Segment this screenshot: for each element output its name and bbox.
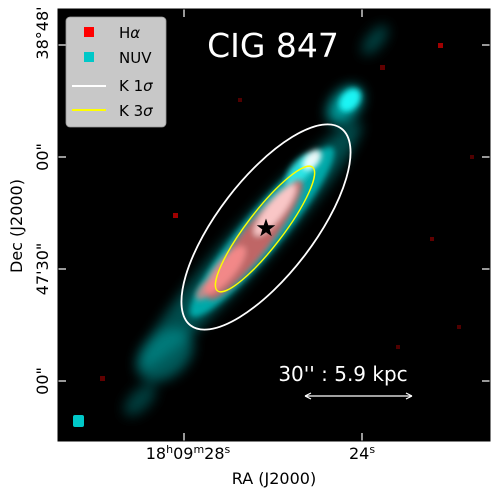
legend-box <box>65 16 167 128</box>
legend-item-nuv: NUV <box>84 49 152 67</box>
galaxy-image: 30'' : 5.9 kpc CIG 847 <box>73 25 474 427</box>
k-3sigma-contour <box>214 165 316 293</box>
halpha-emission <box>196 149 322 300</box>
legend-item-k3sigma: K 3σ <box>72 102 153 120</box>
y-axis-title: Dec (J2000) <box>7 179 26 273</box>
y-tick-label: 38°48' <box>33 6 52 59</box>
axis-ticks <box>58 9 490 441</box>
halpha-marker-icon <box>84 27 94 37</box>
legend-label: K 3σ <box>119 102 153 120</box>
legend-label: Hα <box>119 24 140 42</box>
legend: Hα NUV K 1σ K 3σ <box>65 16 167 128</box>
y-tick-label: 00" <box>33 367 52 395</box>
background-specks <box>100 43 474 381</box>
legend-item-k1sigma: K 1σ <box>72 77 153 95</box>
legend-item-halpha: Hα <box>84 24 140 42</box>
scale-bar-label: 30'' : 5.9 kpc <box>278 362 407 386</box>
beam-marker <box>73 415 84 427</box>
legend-label: K 1σ <box>119 77 153 95</box>
k-1sigma-contour <box>180 123 352 331</box>
panel-frame <box>57 8 491 442</box>
x-axis-title: RA (J2000) <box>232 469 316 488</box>
y-tick-label: 47'30" <box>33 243 52 295</box>
image-panel: 30'' : 5.9 kpc CIG 847 <box>57 8 491 442</box>
nuv-marker-icon <box>84 52 94 62</box>
figure-title: CIG 847 <box>207 26 339 65</box>
y-tick-label: 00" <box>33 143 52 171</box>
x-tick-label: 18h09m28s <box>146 443 231 463</box>
scale-bar: 30'' : 5.9 kpc <box>278 362 413 400</box>
legend-label: NUV <box>119 49 152 67</box>
x-tick-label: 24s <box>349 443 375 463</box>
galaxy-center-star-icon <box>256 218 276 237</box>
